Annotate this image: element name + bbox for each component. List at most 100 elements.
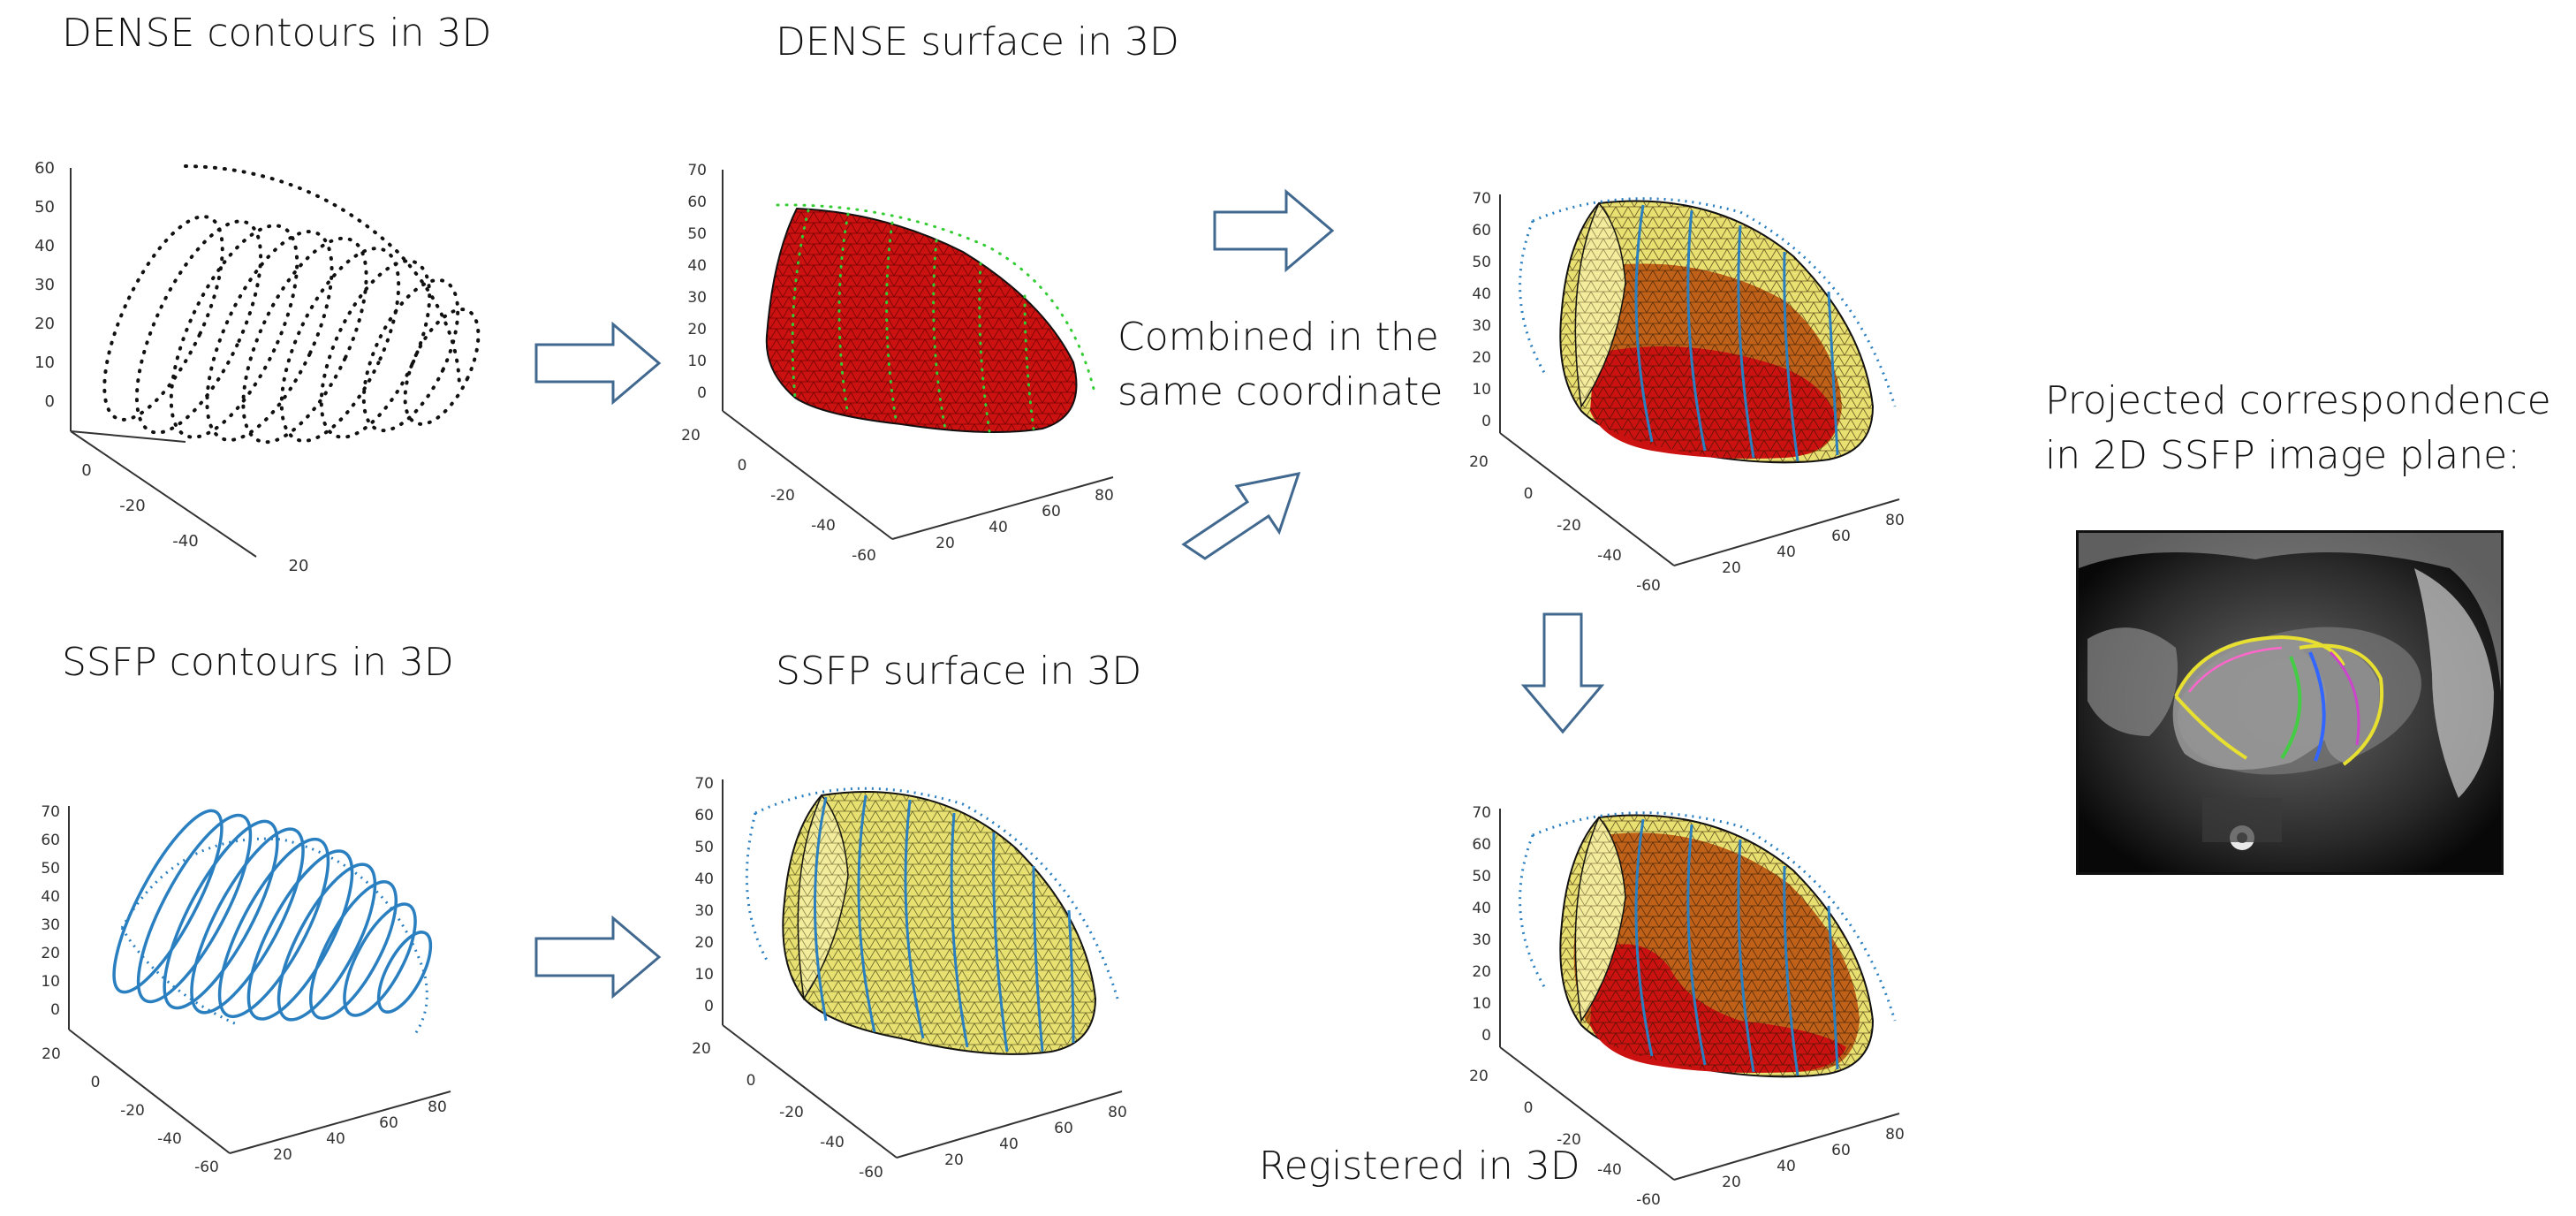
ssfp-mri-image [2079, 533, 2501, 872]
z-tick: 20 [34, 315, 55, 333]
y-tick: -60 [1636, 577, 1661, 595]
registered-surfaces [1559, 814, 1875, 1078]
z-tick: 30 [1472, 931, 1491, 949]
z-tick-labels: 70 60 50 40 30 20 10 0 [687, 162, 707, 402]
y-tick: -40 [1597, 547, 1622, 565]
plot-axes [1499, 194, 1900, 566]
y-tick: -40 [820, 1134, 845, 1151]
dense-contour-points [102, 164, 481, 445]
z-tick-labels: 60 50 40 30 20 10 0 [34, 159, 55, 411]
y-tick: 0 [738, 457, 747, 475]
x-tick: 40 [1777, 1158, 1796, 1175]
z-tick: 60 [687, 194, 707, 211]
dense-contour-overlay [776, 203, 1095, 433]
z-tick: 70 [687, 162, 707, 179]
y-tick: 0 [91, 1074, 101, 1091]
z-tick-labels: 70 60 50 40 30 20 10 0 [1472, 804, 1491, 1045]
x-tick: 60 [1831, 1142, 1851, 1159]
y-tick-labels: 20 0 -20 -40 -60 [692, 1040, 883, 1182]
z-tick: 0 [704, 998, 714, 1015]
caption-dense-surface: DENSE surface in 3D [776, 19, 1179, 65]
y-tick: 20 [681, 427, 701, 445]
z-tick: 0 [1481, 413, 1491, 430]
y-tick-labels: 20 0 -20 -40 -60 [681, 427, 876, 565]
x-tick: 40 [326, 1130, 345, 1148]
registered-contour-overlay [1634, 818, 1839, 1076]
y-tick: -60 [1636, 1191, 1661, 1209]
plot-ssfp-contours: 70 60 50 40 30 20 10 0 20 0 -20 -40 -60 … [41, 803, 451, 1176]
z-tick: 30 [687, 289, 707, 307]
arrow-right-icon [534, 915, 662, 999]
y-tick: -40 [172, 532, 198, 551]
plot-combined: 70 60 50 40 30 20 10 0 20 0 -20 -40 -60 … [1469, 190, 1905, 595]
caption-projected-line2: in 2D SSFP image plane: [2045, 433, 2521, 478]
z-tick: 40 [34, 237, 55, 255]
y-tick: -60 [859, 1164, 883, 1182]
z-tick: 40 [1472, 900, 1491, 917]
z-tick: 30 [1472, 317, 1491, 335]
y-tick-labels: 0 -20 -40 20 [81, 461, 308, 575]
ssfp-long-axis-contours [120, 837, 428, 1035]
y-tick: 20 [1469, 1068, 1489, 1085]
z-tick: 60 [694, 807, 714, 825]
z-tick: 20 [41, 945, 60, 962]
y-tick-labels: 20 0 -20 -40 -60 [1469, 1068, 1661, 1209]
ssfp-contour-overlay-dashed [745, 787, 1119, 999]
x-tick: 40 [989, 519, 1008, 536]
y-tick: 0 [746, 1072, 756, 1090]
x-tick: 80 [1885, 512, 1905, 529]
z-tick: 30 [41, 916, 60, 934]
z-tick: 0 [1481, 1027, 1491, 1045]
ssfp-surface-mesh [782, 791, 1097, 1055]
caption-ssfp-contours: SSFP contours in 3D [62, 640, 454, 685]
x-tick: 60 [379, 1114, 398, 1132]
x-tick: 80 [1885, 1126, 1905, 1144]
y-tick: -20 [770, 487, 795, 505]
z-tick: 30 [34, 276, 55, 294]
z-tick: 40 [41, 888, 60, 906]
z-tick: 40 [687, 257, 707, 275]
caption-combined-line2: same coordinate [1118, 369, 1443, 414]
y-tick: -20 [1557, 1131, 1581, 1149]
plot-registered: 70 60 50 40 30 20 10 0 20 0 -20 -40 -60 … [1469, 804, 1905, 1209]
y-tick: -20 [119, 497, 145, 515]
y-tick: 20 [692, 1040, 711, 1058]
plot-axes [70, 168, 257, 558]
z-tick: 50 [687, 225, 707, 243]
x-tick: 20 [1722, 559, 1741, 577]
y-tick: 0 [81, 461, 91, 480]
z-tick: 70 [1472, 804, 1491, 822]
z-tick: 60 [1472, 222, 1491, 239]
z-tick: 70 [41, 803, 60, 821]
x-tick-labels: 20 40 60 80 [936, 487, 1114, 552]
z-tick: 20 [687, 321, 707, 338]
x-tick: 40 [999, 1136, 1019, 1153]
plot-dense-surface: 70 60 50 40 30 20 10 0 20 0 -20 -40 -60 … [681, 162, 1114, 565]
plot-dense-contours: 60 50 40 30 20 10 0 0 -20 -40 20 [34, 159, 481, 575]
y-tick: 0 [1524, 1099, 1534, 1117]
x-tick-labels: 20 40 60 80 [1722, 512, 1905, 577]
plot-axes [68, 806, 451, 1154]
combined-contour-overlay-dashed [1519, 197, 1897, 407]
x-tick: 20 [273, 1146, 292, 1164]
z-tick: 10 [694, 966, 714, 984]
z-tick: 0 [45, 392, 55, 411]
plot-axes [722, 170, 1114, 540]
z-tick: 60 [1472, 836, 1491, 854]
ssfp-contour-overlay [814, 794, 1075, 1053]
dense-surface-mesh [765, 207, 1078, 433]
z-tick: 50 [1472, 868, 1491, 885]
y-tick: -20 [779, 1104, 804, 1121]
caption-combined-line1: Combined in the [1118, 315, 1439, 360]
caption-projected-line1: Projected correspondence [2045, 378, 2551, 423]
z-tick: 60 [34, 159, 55, 178]
x-tick: 80 [1108, 1104, 1127, 1121]
z-tick: 50 [1472, 254, 1491, 271]
ssfp-contour-rings [112, 809, 433, 1022]
y-tick: -20 [1557, 517, 1581, 535]
z-tick: 40 [1472, 285, 1491, 303]
registered-contour-overlay-dashed [1519, 811, 1897, 1022]
z-tick: 40 [694, 870, 714, 888]
z-tick-labels: 70 60 50 40 30 20 10 0 [694, 775, 714, 1015]
z-tick-labels: 70 60 50 40 30 20 10 0 [41, 803, 60, 1019]
